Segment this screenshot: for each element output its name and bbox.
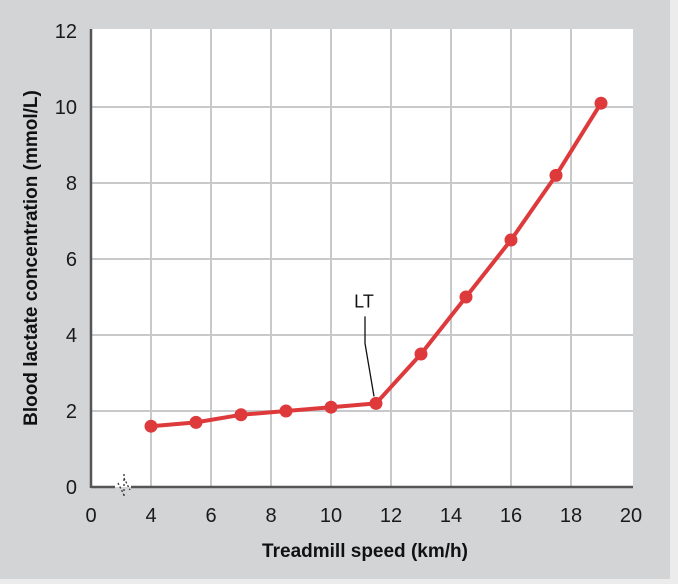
y-tick-label: 2 <box>66 401 77 423</box>
x-tick-label: 4 <box>145 505 156 527</box>
x-axis-title: Treadmill speed (km/h) <box>262 541 468 562</box>
data-point <box>369 396 383 410</box>
x-tick-label: 10 <box>320 505 342 527</box>
y-tick-labels: 0 2 4 6 8 10 12 <box>55 21 77 499</box>
lt-annotation-label: LT <box>354 291 374 311</box>
x-tick-labels: 0 4 6 8 10 12 14 16 18 20 <box>85 505 642 527</box>
x-tick-label: 18 <box>560 505 582 527</box>
data-point <box>144 419 158 433</box>
data-point <box>279 404 293 418</box>
y-tick-label: 4 <box>66 325 77 347</box>
x-tick-label: 8 <box>265 505 276 527</box>
grid-lines <box>91 29 633 487</box>
data-point <box>189 415 203 429</box>
x-tick-label: 0 <box>85 505 96 527</box>
x-tick-label: 6 <box>205 505 216 527</box>
annotations: LT <box>354 291 375 397</box>
y-tick-label: 0 <box>66 477 77 499</box>
x-tick-label: 16 <box>500 505 522 527</box>
y-tick-label: 10 <box>55 97 77 119</box>
data-point <box>459 290 473 304</box>
y-tick-label: 12 <box>55 21 77 43</box>
y-tick-label: 8 <box>66 173 77 195</box>
data-point <box>594 96 608 110</box>
y-axis-title: Blood lactate concentration (mmol/L) <box>21 90 42 426</box>
x-tick-label: 14 <box>440 505 462 527</box>
x-tick-label: 12 <box>380 505 402 527</box>
data-point <box>414 347 428 361</box>
data-point <box>549 168 563 182</box>
lt-leader-line <box>364 316 375 397</box>
axes <box>89 29 633 497</box>
data-series <box>144 96 608 433</box>
y-tick-label: 6 <box>66 249 77 271</box>
x-tick-label: 20 <box>620 505 642 527</box>
data-point <box>324 400 338 414</box>
axis-break-icon <box>117 474 131 497</box>
data-point <box>504 233 518 247</box>
data-point <box>234 408 248 422</box>
